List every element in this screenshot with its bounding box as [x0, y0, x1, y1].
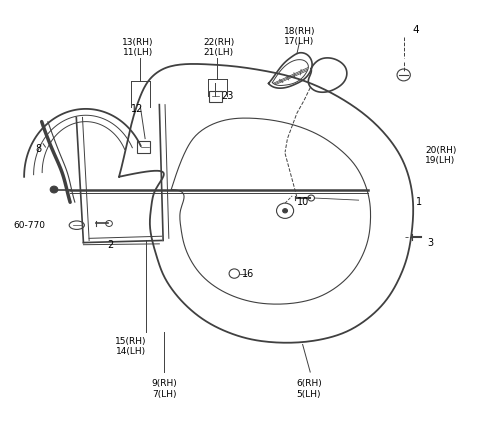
- Text: 4: 4: [412, 25, 419, 35]
- Text: 1: 1: [416, 197, 421, 207]
- Bar: [137, 141, 150, 153]
- Text: 23: 23: [221, 91, 233, 101]
- Circle shape: [50, 186, 58, 193]
- Circle shape: [283, 209, 288, 213]
- Text: 60-770: 60-770: [13, 221, 45, 230]
- Text: 20(RH)
19(LH): 20(RH) 19(LH): [425, 146, 456, 165]
- Text: 13(RH)
11(LH): 13(RH) 11(LH): [122, 38, 154, 57]
- Text: 12: 12: [131, 104, 143, 114]
- Text: 10: 10: [297, 197, 309, 207]
- Text: 15(RH)
14(LH): 15(RH) 14(LH): [115, 337, 146, 356]
- Text: 18(RH)
17(LH): 18(RH) 17(LH): [284, 27, 315, 46]
- Text: 16: 16: [242, 270, 254, 280]
- Text: 2: 2: [107, 240, 113, 250]
- Text: 22(RH)
21(LH): 22(RH) 21(LH): [203, 38, 234, 57]
- Text: 6(RH)
5(LH): 6(RH) 5(LH): [296, 379, 322, 399]
- Bar: [209, 91, 222, 101]
- Text: 9(RH)
7(LH): 9(RH) 7(LH): [151, 379, 177, 399]
- Text: 8: 8: [35, 144, 41, 154]
- Text: 3: 3: [427, 238, 433, 248]
